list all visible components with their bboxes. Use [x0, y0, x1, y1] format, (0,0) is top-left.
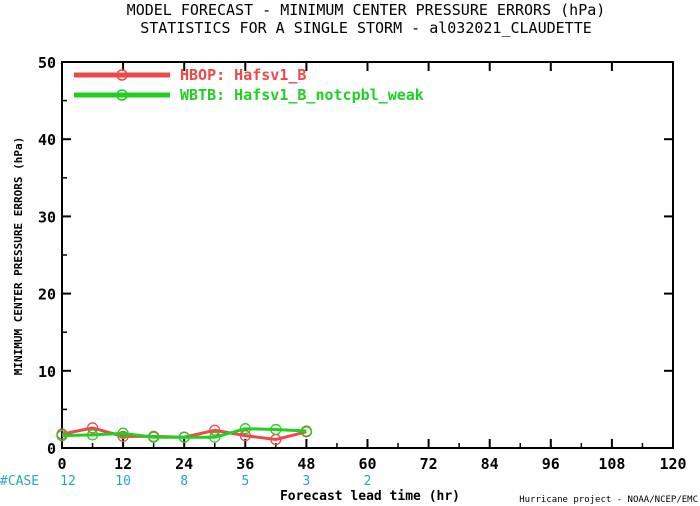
x-axis-label: Forecast lead time (hr) — [280, 489, 460, 504]
series-2 — [56, 423, 313, 443]
data-point — [117, 430, 129, 443]
data-point — [300, 425, 313, 437]
case-count-value: 2 — [364, 474, 372, 489]
legend-entry-1: HBOP: Hafsv1_B — [74, 66, 306, 84]
x-tick-label: 36 — [236, 455, 254, 473]
legend: HBOP: Hafsv1_B WBTB: Hafsv1_B_notcpbl_wea… — [74, 66, 424, 104]
data-point — [239, 423, 251, 435]
case-count-value: 5 — [241, 474, 249, 489]
y-tick-label: 10 — [38, 363, 56, 381]
x-tick-label: 12 — [114, 455, 132, 473]
x-tick-label: 72 — [420, 455, 438, 473]
data-point — [147, 431, 160, 443]
y-tick-label: 0 — [47, 440, 56, 458]
data-point — [117, 427, 129, 439]
x-tick-label: 60 — [358, 455, 376, 473]
y-axis-label: MINIMUM CENTER PRESSURE ERRORS (hPa) — [12, 137, 25, 375]
x-tick-label: 48 — [297, 455, 315, 473]
data-point — [209, 424, 221, 436]
data-point — [239, 429, 251, 442]
legend-entry-2: WBTB: Hafsv1_B_notcpbl_weak — [74, 86, 424, 104]
legend-label: HBOP: Hafsv1_B — [180, 66, 306, 84]
y-tick-label: 50 — [38, 54, 56, 72]
legend-marker — [116, 69, 128, 81]
case-count-value: 12 — [60, 474, 76, 489]
y-tick-label: 20 — [38, 286, 56, 304]
x-tick-label: 96 — [542, 455, 560, 473]
plot-axes: 0 10 20 30 40 50 0 12 24 36 48 60 72 84 96 108 120 — [38, 54, 687, 473]
series-layer — [56, 422, 313, 446]
data-point — [209, 431, 221, 443]
plot-frame — [61, 61, 674, 449]
data-point — [270, 423, 282, 436]
case-count-value: 8 — [180, 474, 188, 489]
chart-title: MODEL FORECAST - MINIMUM CENTER PRESSURE… — [127, 1, 606, 19]
case-count-value: 3 — [302, 474, 310, 489]
data-point — [86, 422, 99, 434]
data-point — [86, 429, 99, 441]
data-point — [56, 429, 68, 442]
series-line — [61, 427, 307, 439]
legend-label: WBTB: Hafsv1_B_notcpbl_weak — [180, 86, 424, 104]
x-tick-label: 84 — [481, 455, 499, 473]
x-tick-label: 108 — [598, 455, 625, 473]
case-count-value: 10 — [115, 474, 131, 489]
y-tick-label: 30 — [38, 208, 56, 226]
chart-subtitle: STATISTICS FOR A SINGLE STORM - al032021… — [140, 19, 592, 37]
x-tick-label: 120 — [659, 455, 686, 473]
data-point — [178, 431, 190, 443]
legend-marker — [116, 89, 128, 101]
credit-text: Hurricane project - NOAA/NCEP/EMC — [519, 495, 698, 505]
y-tick-label: 40 — [38, 131, 56, 149]
x-tick-label: 24 — [175, 455, 193, 473]
case-count-label: #CASE — [0, 474, 39, 489]
x-tick-label: 0 — [57, 455, 66, 473]
case-counts: 12 10 8 5 3 2 — [60, 474, 371, 489]
